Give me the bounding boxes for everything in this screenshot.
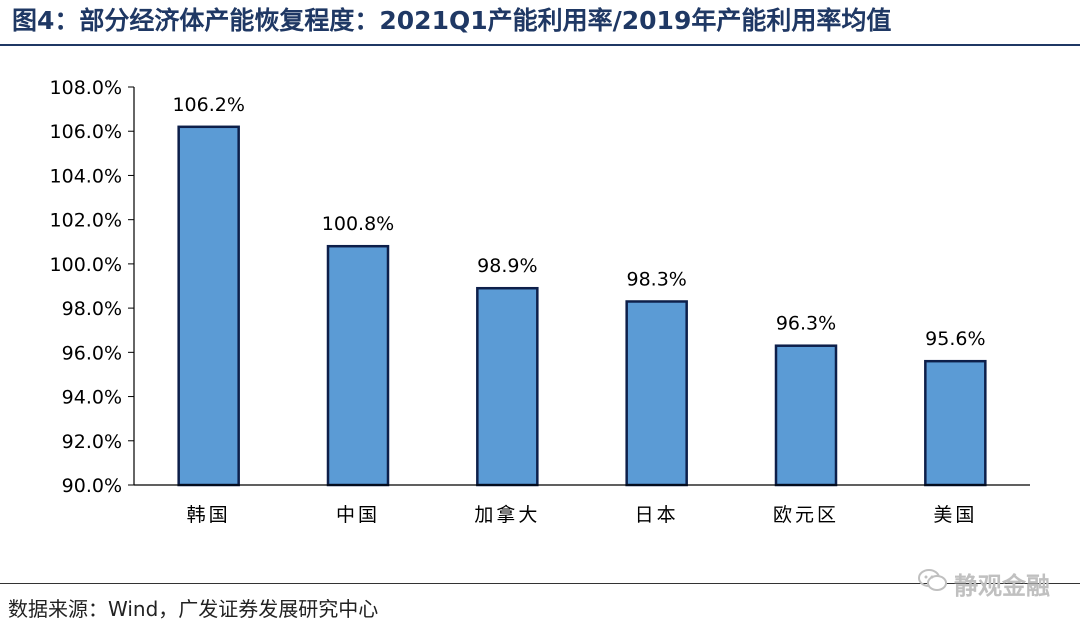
bar — [774, 344, 838, 487]
y-axis: 90.0% 92.0% 94.0% 96.0% 98.0% 100.0% 102.0% 104… — [50, 77, 135, 497]
data-label: 98.3% — [626, 268, 686, 290]
bar — [476, 286, 539, 487]
watermark: 静观金融 — [918, 566, 1050, 601]
x-tick-label: 日本 — [635, 504, 679, 526]
bar-chart: 90.0% 92.0% 94.0% 96.0% 98.0% 100.0% 102.0% 104… — [50, 77, 1030, 526]
x-tick-label: 加拿大 — [474, 503, 540, 526]
bar — [625, 300, 688, 487]
data-label: 98.9% — [477, 255, 537, 277]
watermark-text: 静观金融 — [954, 572, 1050, 600]
bar — [177, 125, 240, 487]
y-tick-label: 96.0% — [62, 342, 122, 364]
bar — [924, 359, 987, 487]
x-axis: 韩国 中国 加拿大 日本 欧元区 美国 — [134, 484, 1030, 526]
bars: 106.2% 100.8% 98.9% 98.3% 96.3% 95.6% — [172, 94, 987, 487]
y-tick-label: 100.0% — [50, 254, 122, 276]
footer-divider — [0, 583, 1080, 584]
y-tick-label: 104.0% — [50, 165, 122, 187]
y-tick-label: 108.0% — [50, 77, 122, 99]
y-tick-label: 102.0% — [50, 210, 122, 232]
data-label: 96.3% — [776, 313, 836, 335]
data-label: 95.6% — [925, 328, 985, 350]
y-tick-label: 90.0% — [62, 475, 122, 497]
data-label: 106.2% — [172, 94, 244, 116]
chart-title: 图4：部分经济体产能恢复程度：2021Q1产能利用率/2019年产能利用率均值 — [12, 6, 892, 35]
title-divider — [0, 44, 1080, 46]
y-tick-label: 98.0% — [62, 298, 122, 320]
wechat-icon — [918, 568, 948, 600]
data-label: 100.8% — [322, 213, 394, 235]
bar — [326, 244, 390, 487]
y-tick-label: 94.0% — [62, 387, 122, 409]
x-tick-label: 欧元区 — [773, 504, 839, 526]
data-source-note: 数据来源：Wind，广发证券发展研究中心 — [8, 597, 379, 621]
y-tick-label: 106.0% — [50, 121, 122, 143]
x-tick-label: 韩国 — [187, 504, 231, 526]
y-tick-label: 92.0% — [62, 431, 122, 453]
x-tick-label: 美国 — [933, 504, 977, 526]
x-tick-label: 中国 — [336, 504, 380, 526]
